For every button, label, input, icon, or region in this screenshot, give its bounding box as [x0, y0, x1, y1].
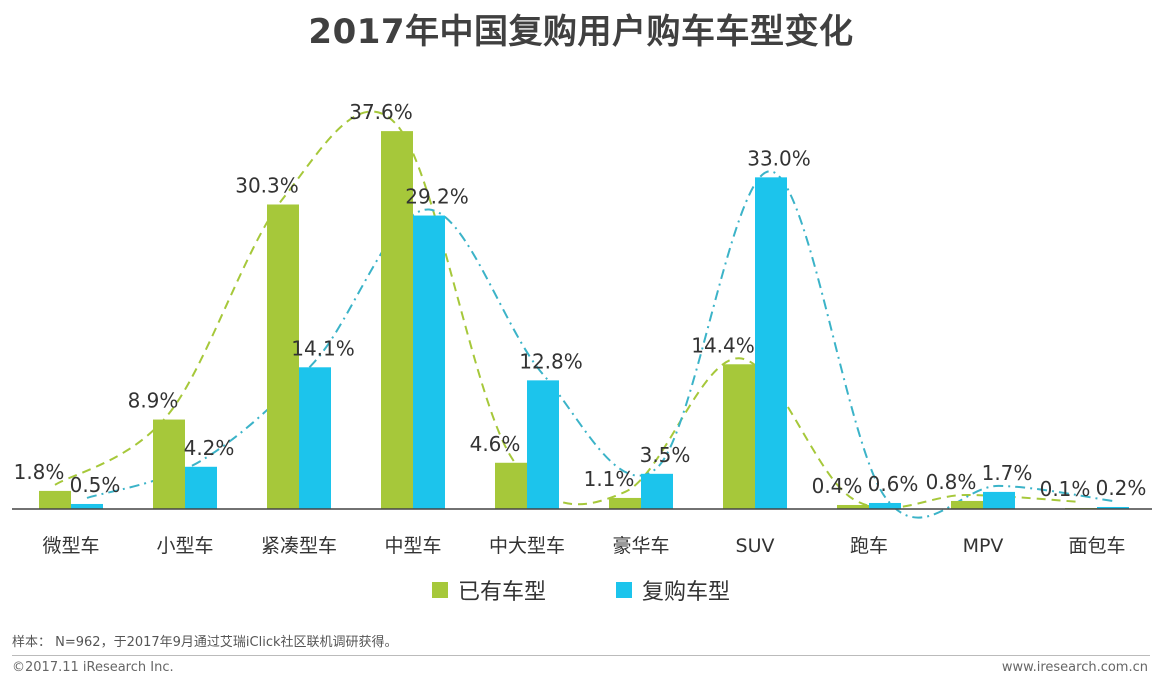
category-label-4: 中大型车 [489, 535, 565, 557]
bar-repurchase-6 [755, 177, 787, 509]
bar-repurchase-9 [1097, 506, 1129, 509]
data-label-repurchase-8: 1.7% [982, 461, 1033, 485]
bar-repurchase-3 [413, 215, 445, 510]
bar-repurchase-8 [983, 491, 1015, 509]
sample-note: 样本： N=962，于2017年9月通过艾瑞iClick社区联机调研获得。 [12, 635, 398, 650]
data-label-existing-0: 1.8% [14, 460, 65, 484]
website-link[interactable]: www.iresearch.com.cn [1001, 660, 1148, 675]
category-label-7: 跑车 [850, 535, 888, 557]
data-label-repurchase-0: 0.5% [70, 473, 121, 497]
data-label-existing-8: 0.8% [926, 470, 977, 494]
data-label-existing-1: 8.9% [128, 389, 179, 413]
bar-existing-2 [267, 204, 299, 510]
bar-existing-4 [495, 462, 527, 509]
bar-existing-8 [951, 500, 983, 509]
data-label-existing-7: 0.4% [812, 474, 863, 498]
data-label-existing-5: 1.1% [584, 467, 635, 491]
bar-repurchase-4 [527, 380, 559, 509]
bar-repurchase-2 [299, 367, 331, 509]
data-label-existing-4: 4.6% [470, 432, 521, 456]
chart-title: 2017年中国复购用户购车车型变化 [308, 12, 854, 52]
legend: 已有车型 复购车型 [0, 574, 1162, 606]
bar-existing-6 [723, 364, 755, 509]
category-label-9: 面包车 [1068, 535, 1125, 557]
bar-existing-5 [609, 497, 641, 509]
label-layer: 1.8%0.5% 8.9%4.2% 30.3% 14.1% 37.6% 29.2% 4.6%… [14, 100, 1147, 501]
data-label-repurchase-9: 0.2% [1096, 476, 1147, 500]
data-label-existing-6: 14.4% [691, 333, 755, 357]
legend-label-repurchase: 复购车型 [642, 580, 731, 605]
category-label-1: 小型车 [156, 535, 213, 557]
bar-existing-7 [837, 504, 869, 509]
footer-divider [12, 655, 1150, 656]
category-label-2: 紧凑型车 [261, 535, 337, 557]
category-label-3: 中型车 [384, 535, 441, 557]
bar-chart: 1.8%0.5% 8.9%4.2% 30.3% 14.1% 37.6% 29.2% 4.6%… [12, 100, 1152, 557]
bar-repurchase-1 [185, 466, 217, 509]
category-label-8: MPV [963, 535, 1004, 557]
copyright-text: ©2017.11 iResearch Inc. [12, 660, 174, 675]
bar-repurchase-0 [71, 503, 103, 509]
category-label-5: 豪华车 [612, 535, 669, 557]
data-label-existing-2: 30.3% [235, 173, 299, 197]
data-label-repurchase-2: 14.1% [291, 336, 355, 360]
category-label-6: SUV [736, 535, 775, 557]
data-label-repurchase-3: 29.2% [405, 185, 469, 209]
data-label-repurchase-7: 0.6% [868, 472, 919, 496]
bar-existing-3 [381, 131, 413, 509]
legend-label-existing: 已有车型 [457, 580, 546, 605]
category-label-0: 微型车 [42, 535, 99, 557]
bar-layer [39, 131, 1129, 510]
data-label-repurchase-1: 4.2% [184, 436, 235, 460]
legend-item-repurchase: 复购车型 [616, 574, 730, 606]
bar-existing-1 [153, 419, 185, 509]
legend-item-existing: 已有车型 [431, 574, 546, 606]
data-label-repurchase-6: 33.0% [747, 146, 811, 170]
bar-existing-0 [39, 490, 71, 509]
bar-repurchase-7 [869, 502, 901, 509]
trend-line-repurchase [86, 170, 1114, 519]
data-label-repurchase-4: 12.8% [519, 349, 583, 373]
data-label-existing-3: 37.6% [349, 100, 413, 124]
data-label-repurchase-5: 3.5% [640, 443, 691, 467]
category-layer: 微型车 小型车 紧凑型车 中型车 中大型车 豪华车 SUV 跑车 MPV 面包车 [42, 535, 1125, 557]
data-label-existing-9: 0.1% [1040, 477, 1091, 501]
legend-swatch-existing [431, 582, 448, 598]
legend-swatch-repurchase [616, 582, 632, 598]
bar-repurchase-5 [641, 473, 673, 509]
